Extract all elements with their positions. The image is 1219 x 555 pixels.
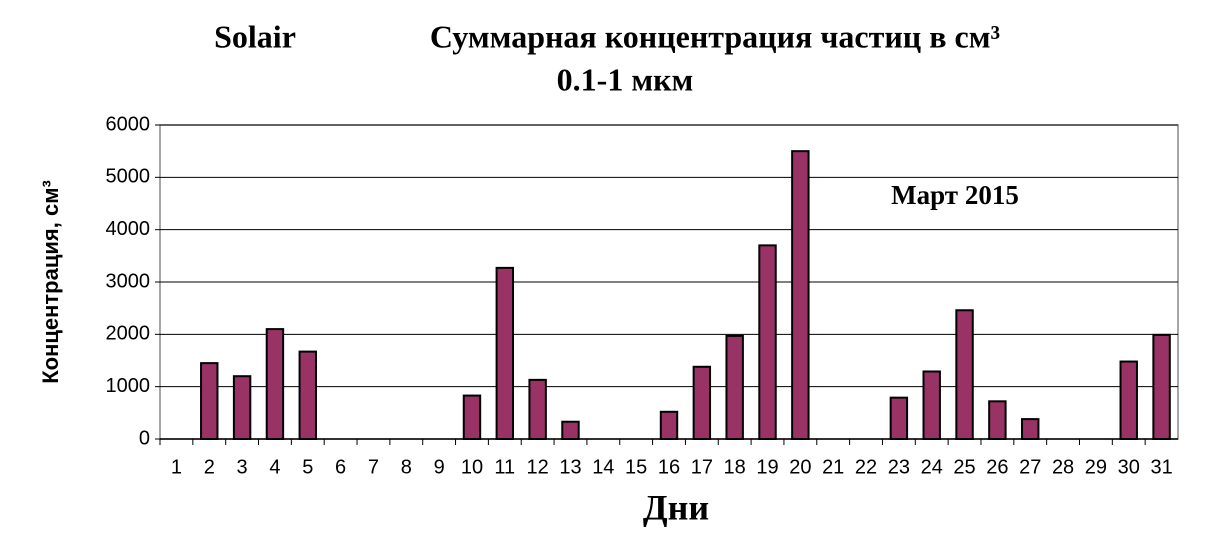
bar [692, 365, 712, 440]
x-tick-label: 8 [401, 456, 412, 478]
y-tick-label: 5000 [106, 166, 151, 188]
y-axis-label: Концентрация, см³ [38, 180, 63, 384]
bar [922, 370, 941, 440]
x-tick-label: 7 [368, 456, 379, 478]
bar [659, 410, 679, 440]
x-tick-label: 4 [269, 456, 280, 478]
y-tick-label: 1000 [106, 375, 151, 397]
x-tick-label: 28 [1052, 456, 1074, 478]
chart-title: Суммарная концентрация частиц в см³ [430, 18, 1000, 54]
x-tick-label: 16 [658, 456, 680, 478]
x-tick-label: 24 [921, 456, 943, 478]
x-tick-label: 2 [204, 456, 215, 478]
x-tick-label: 10 [461, 456, 483, 478]
x-tick-label: 27 [1019, 456, 1041, 478]
bar [462, 394, 482, 440]
bar [1021, 418, 1040, 441]
bar [889, 396, 909, 441]
bar [200, 362, 219, 440]
bar [232, 375, 252, 441]
x-tick-label: 19 [756, 456, 778, 478]
x-tick-label: 22 [855, 456, 877, 478]
x-tick-label: 3 [237, 456, 248, 478]
y-tick-label: 6000 [106, 113, 151, 135]
x-tick-label: 11 [494, 456, 515, 478]
x-tick-label: 1 [171, 456, 182, 478]
bar [955, 309, 974, 441]
bar [265, 328, 285, 441]
bar [1152, 333, 1171, 440]
x-tick-label: 26 [986, 456, 1008, 478]
bar [495, 266, 515, 440]
chart-subtitle: 0.1-1 мкм [557, 61, 694, 97]
y-tick-label: 4000 [106, 218, 151, 240]
bar [725, 334, 744, 440]
x-tick-label: 21 [822, 456, 844, 478]
bar [298, 350, 317, 440]
x-tick-label: 15 [625, 456, 647, 478]
x-tick-label: 20 [789, 456, 811, 478]
x-tick-label: 31 [1150, 456, 1172, 478]
bar [791, 150, 810, 441]
y-tick-label: 0 [139, 427, 150, 449]
x-tick-label: 30 [1118, 456, 1140, 478]
y-tick-label: 2000 [106, 323, 151, 345]
x-tick-label: 6 [335, 456, 346, 478]
x-tick-label: 18 [724, 456, 746, 478]
bar [561, 420, 580, 441]
bar [988, 400, 1007, 441]
y-tick-label: 3000 [106, 270, 151, 292]
bar [758, 244, 777, 440]
x-tick-label: 9 [434, 456, 445, 478]
x-tick-label: 17 [691, 456, 713, 478]
x-tick-label: 5 [302, 456, 313, 478]
annotation: Март 2015 [891, 180, 1019, 210]
x-tick-label: 12 [527, 456, 549, 478]
x-tick-label: 13 [559, 456, 581, 478]
x-tick-label: 29 [1085, 456, 1107, 478]
x-axis-label: Дни [643, 487, 709, 527]
x-tick-label: 25 [953, 456, 975, 478]
x-tick-label: 14 [592, 456, 614, 478]
chart-title-prefix: Solair [214, 18, 296, 54]
bar [528, 378, 547, 441]
bar [1119, 360, 1138, 440]
x-tick-label: 23 [888, 456, 910, 478]
